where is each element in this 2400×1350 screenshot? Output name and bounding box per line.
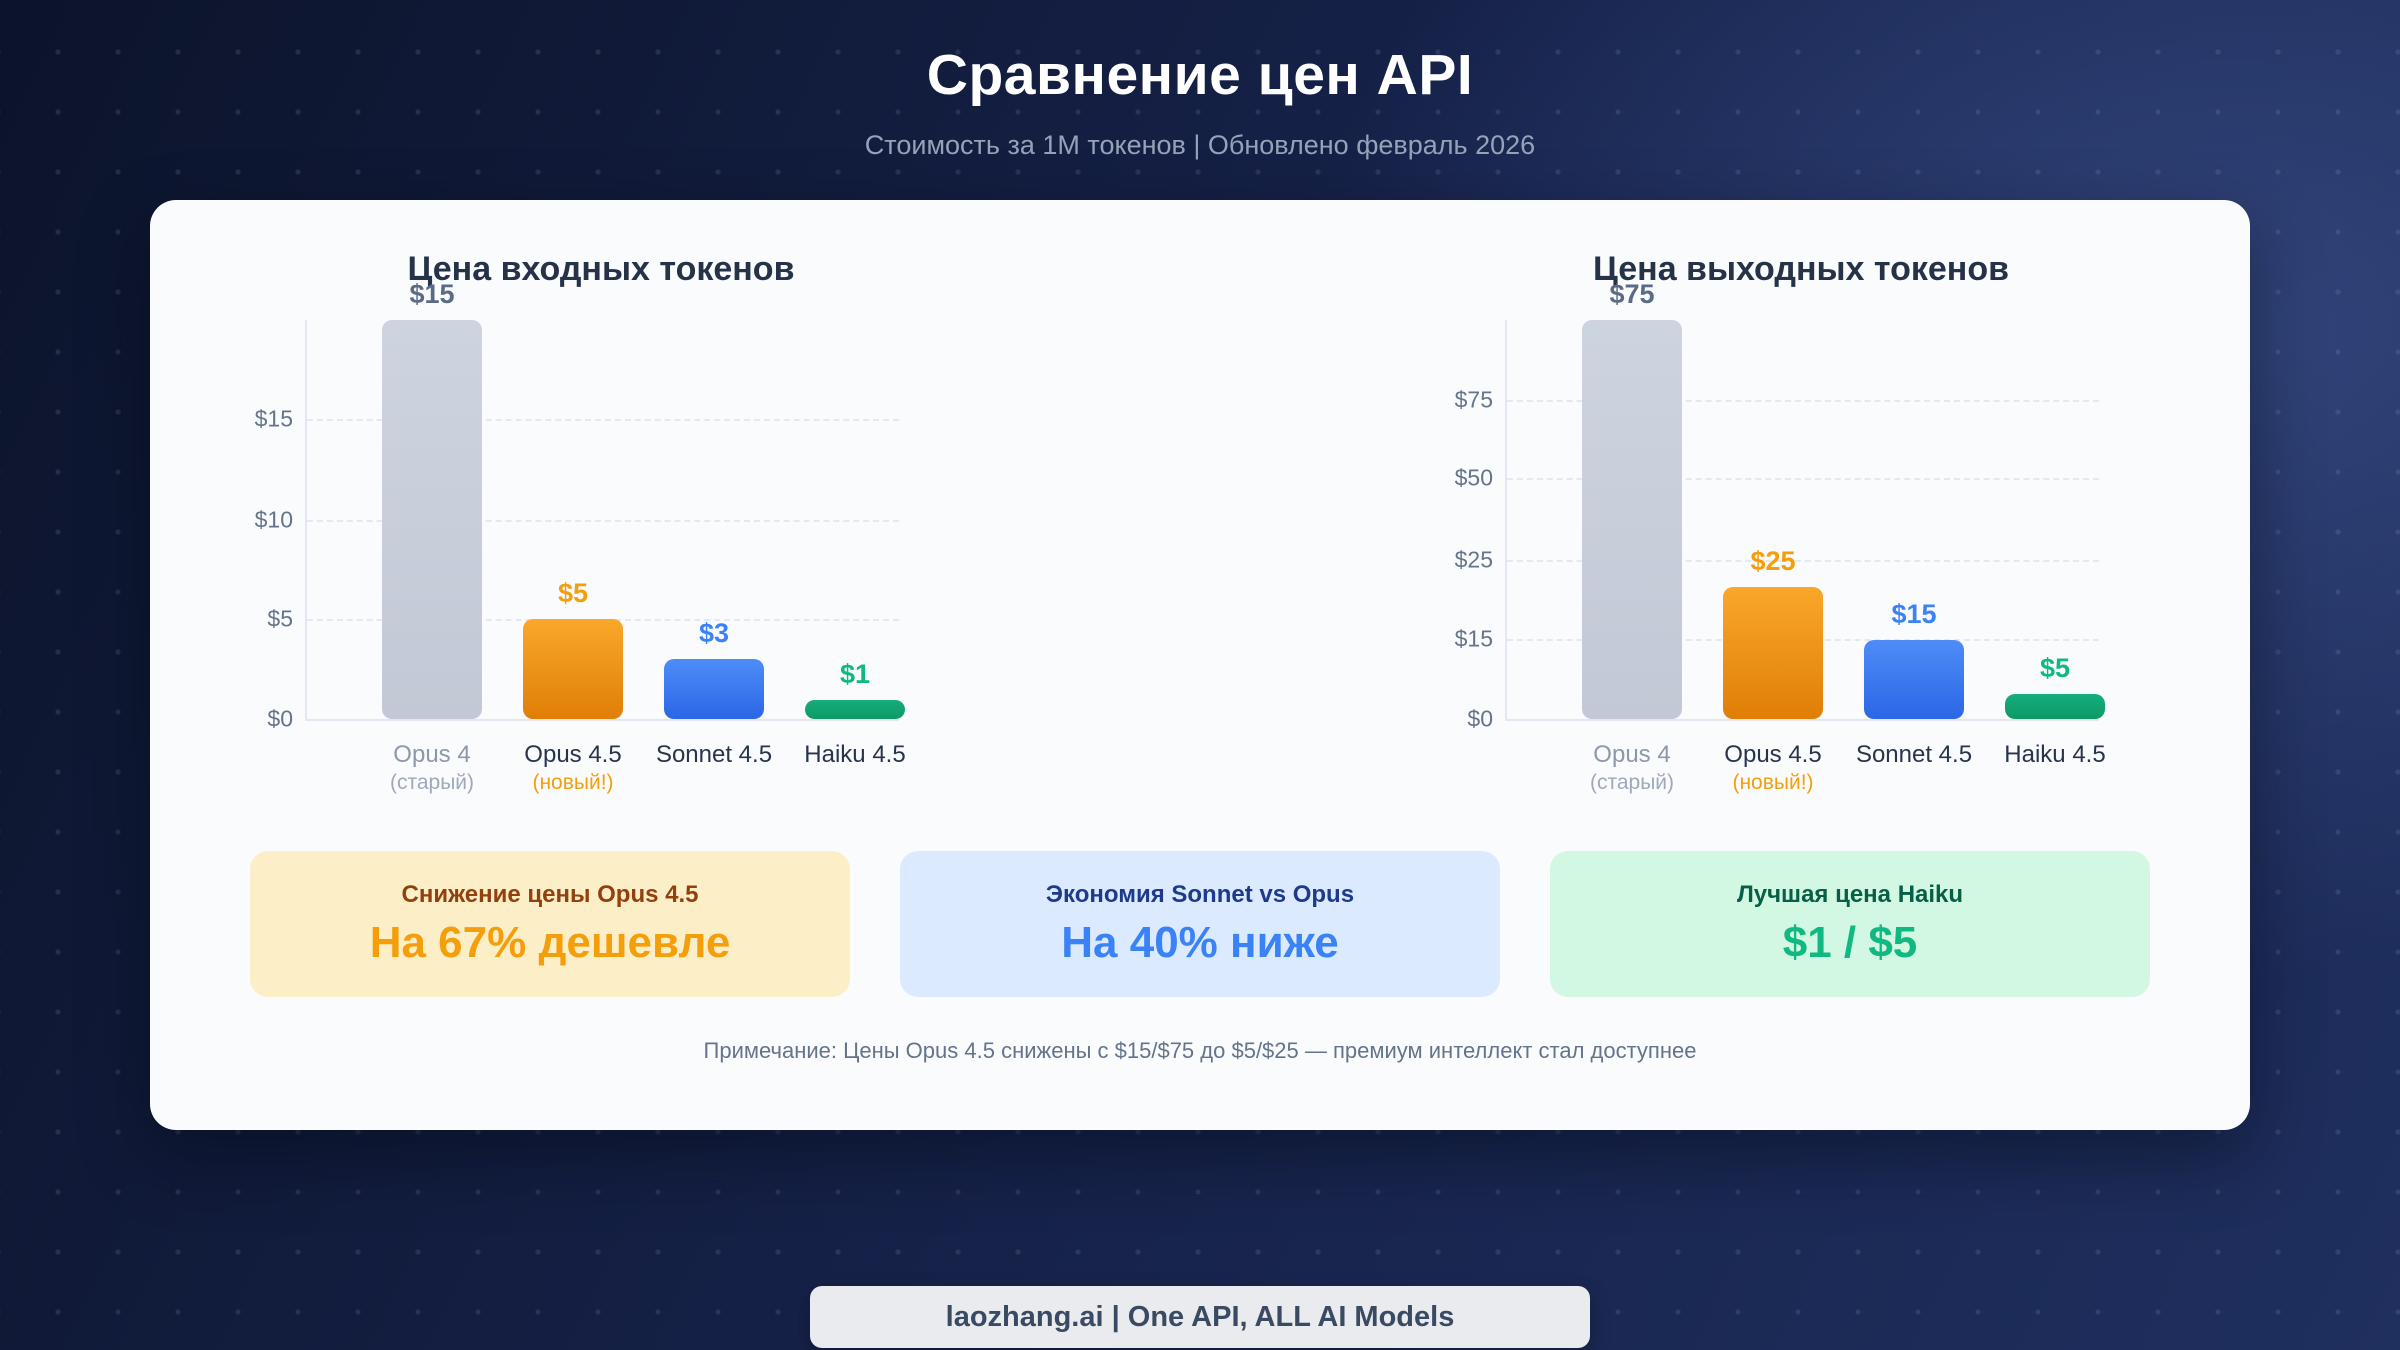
output-price-chart: Цена выходных токенов $75 $50 $25 $15 $0 $75 O… bbox=[150, 200, 2250, 850]
page-subtitle: Стоимость за 1M токенов | Обновлено февр… bbox=[864, 130, 1536, 160]
y-axis-tick-label: $75 bbox=[1454, 386, 1493, 413]
gridline bbox=[1507, 478, 2099, 481]
bar-value-label: $25 bbox=[1750, 546, 1796, 577]
bar-sonnet-4-5 bbox=[1864, 640, 1964, 719]
chart-title: Цена выходных токенов bbox=[1593, 250, 2009, 288]
x-category-label: Sonnet 4.5 bbox=[655, 741, 773, 768]
chart-title: Цена входных токенов bbox=[407, 250, 795, 288]
x-category-sublabel: (новый!) bbox=[532, 771, 614, 794]
bar-haiku-4-5 bbox=[805, 699, 905, 719]
x-category-label: Opus 4.5 bbox=[1724, 741, 1822, 768]
y-axis-tick-label: $15 bbox=[254, 405, 293, 432]
content-card: Цена входных токенов $15 $10 $5 $0 $15 Opus 4… bbox=[150, 200, 2250, 1130]
bar-opus-4-5 bbox=[523, 619, 623, 719]
bar-haiku-4-5 bbox=[2005, 693, 2105, 719]
bar-value-label: $75 bbox=[1609, 279, 1655, 309]
summary-card-value: На 67% дешевле bbox=[369, 917, 731, 967]
bar-value-label: $15 bbox=[409, 279, 455, 309]
summary-card-sonnet-savings: Экономия Sonnet vs Opus На 40% ниже bbox=[900, 851, 1500, 997]
x-category-label: Sonnet 4.5 bbox=[1855, 741, 1973, 768]
gridline bbox=[307, 519, 899, 522]
y-axis-tick-label: $5 bbox=[267, 605, 293, 632]
x-category-sublabel: (старый) bbox=[389, 771, 475, 794]
y-axis-tick-label: $10 bbox=[254, 506, 293, 532]
summary-card-haiku-price: Лучшая цена Haiku $1 / $5 bbox=[1550, 851, 2150, 997]
y-axis-tick-label: $15 bbox=[1454, 625, 1493, 652]
footnote: Примечание: Цены Opus 4.5 снижены с $15/… bbox=[703, 1038, 1697, 1063]
summary-cards-row: Снижение цены Opus 4.5 На 67% дешевле Эк… bbox=[150, 851, 2250, 997]
gridline bbox=[1507, 399, 2099, 402]
bar-opus-4-5 bbox=[1723, 587, 1823, 719]
summary-card-value: На 40% ниже bbox=[1061, 917, 1339, 967]
bar-opus-4 bbox=[382, 320, 482, 719]
summary-card-title: Экономия Sonnet vs Opus bbox=[1045, 880, 1355, 908]
chart-plot-area: $15 $10 $5 $0 $15 Opus 4 (старый) $5 Opus 4.5 (но… bbox=[255, 279, 906, 794]
summary-card-opus-discount: Снижение цены Opus 4.5 На 67% дешевле bbox=[250, 851, 850, 997]
x-category-label: Haiku 4.5 bbox=[804, 741, 906, 768]
bar-value-label: $1 bbox=[839, 658, 871, 689]
summary-card-title: Лучшая цена Haiku bbox=[1736, 880, 1964, 908]
bar-value-label: $5 bbox=[557, 578, 589, 609]
input-price-chart: Цена входных токенов $15 $10 $5 $0 $15 Opus 4… bbox=[150, 200, 2250, 850]
page-title: Сравнение цен API bbox=[926, 43, 1474, 107]
summary-card-title: Снижение цены Opus 4.5 bbox=[401, 880, 699, 908]
x-category-sublabel: (старый) bbox=[1589, 771, 1675, 794]
chart-plot-area: $75 $50 $25 $15 $0 $75 Opus 4 (старый) $25 Opus 4… bbox=[1455, 279, 2106, 794]
y-axis-tick-label: $25 bbox=[1454, 546, 1493, 573]
y-axis-tick-label: $0 bbox=[1467, 705, 1493, 732]
x-category-label: Opus 4 bbox=[393, 741, 471, 768]
x-category-sublabel: (новый!) bbox=[1732, 771, 1814, 794]
bar-value-label: $3 bbox=[698, 618, 730, 649]
y-axis-tick-label: $50 bbox=[1454, 464, 1493, 491]
bar-sonnet-4-5 bbox=[664, 659, 764, 719]
x-category-label: Opus 4 bbox=[1593, 741, 1671, 768]
gridline bbox=[307, 418, 899, 421]
x-category-label: Opus 4.5 bbox=[524, 741, 622, 768]
bar-opus-4 bbox=[1582, 320, 1682, 719]
brand-badge: laozhang.ai | One API, ALL AI Models bbox=[810, 1286, 1590, 1348]
gridline bbox=[1507, 560, 2099, 563]
bar-value-label: $5 bbox=[2039, 652, 2071, 683]
bar-value-label: $15 bbox=[1891, 599, 1937, 629]
page-header: Сравнение цен API Стоимость за 1M токено… bbox=[0, 42, 2400, 161]
summary-card-value: $1 / $5 bbox=[1782, 917, 1918, 967]
y-axis-tick-label: $0 bbox=[267, 705, 293, 732]
x-category-label: Haiku 4.5 bbox=[2004, 741, 2106, 768]
